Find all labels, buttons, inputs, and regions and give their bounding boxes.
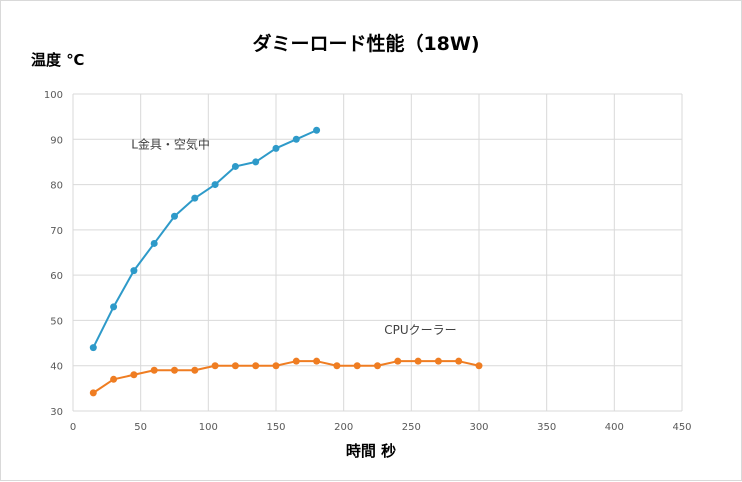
data-point	[191, 194, 199, 202]
data-point	[272, 362, 280, 370]
data-point	[110, 375, 118, 383]
data-point	[150, 366, 158, 374]
data-point	[211, 362, 219, 370]
data-point	[475, 362, 483, 370]
x-axis-title: 時間 秒	[346, 442, 396, 460]
data-point	[292, 357, 300, 365]
x-tick-label: 400	[605, 422, 624, 433]
data-point	[374, 362, 381, 370]
x-tick-label: 0	[70, 422, 76, 433]
data-point	[333, 362, 341, 370]
data-point	[171, 366, 178, 374]
x-tick-label: 300	[469, 422, 488, 433]
data-point	[394, 357, 402, 365]
x-tick-label: 150	[266, 422, 285, 433]
data-point	[130, 267, 138, 275]
x-tick-label: 50	[134, 422, 147, 433]
data-point	[150, 239, 158, 247]
chart-title: ダミーロード性能（18W)	[252, 32, 479, 55]
x-tick-label: 100	[199, 422, 218, 433]
series-1	[89, 126, 321, 352]
data-point	[313, 126, 321, 134]
y-tick-label: 80	[50, 181, 63, 192]
y-axis-title: 温度 ℃	[31, 51, 84, 69]
data-point	[292, 135, 300, 143]
data-point	[110, 303, 118, 311]
series-annotation: CPUクーラー	[384, 323, 456, 337]
annotations: L金具・空気中 CPUクーラー	[131, 136, 456, 337]
y-tick-label: 100	[44, 90, 63, 101]
x-tick-label: 250	[402, 422, 421, 433]
y-tick-label: 40	[50, 362, 63, 373]
data-point	[353, 362, 361, 370]
y-tick-label: 50	[50, 316, 63, 327]
data-point	[313, 357, 321, 365]
x-tick-label: 350	[537, 422, 556, 433]
x-tick-label: 200	[334, 422, 353, 433]
series-annotation: L金具・空気中	[131, 136, 210, 151]
series-line	[92, 129, 318, 349]
data-point	[211, 181, 219, 189]
data-point	[252, 158, 260, 166]
data-point	[231, 162, 239, 170]
y-tick-label: 70	[50, 226, 63, 237]
data-point	[414, 357, 422, 365]
data-point	[130, 371, 138, 379]
tick-labels: 30 40 50 60 70 80 90 100 0 50 100 150 200 250 300 350 40…	[44, 90, 692, 433]
data-point	[455, 357, 463, 365]
data-point	[89, 389, 97, 397]
data-point	[191, 366, 199, 374]
data-point	[434, 357, 442, 365]
data-point	[231, 362, 239, 370]
y-tick-label: 90	[50, 135, 63, 146]
series-group	[89, 126, 483, 397]
data-point	[89, 344, 97, 352]
series-2	[89, 357, 483, 397]
y-tick-label: 30	[50, 407, 63, 418]
data-point	[272, 144, 280, 152]
y-tick-label: 60	[50, 271, 63, 282]
x-tick-label: 450	[672, 422, 691, 433]
data-point	[171, 212, 178, 220]
data-point	[252, 362, 260, 370]
